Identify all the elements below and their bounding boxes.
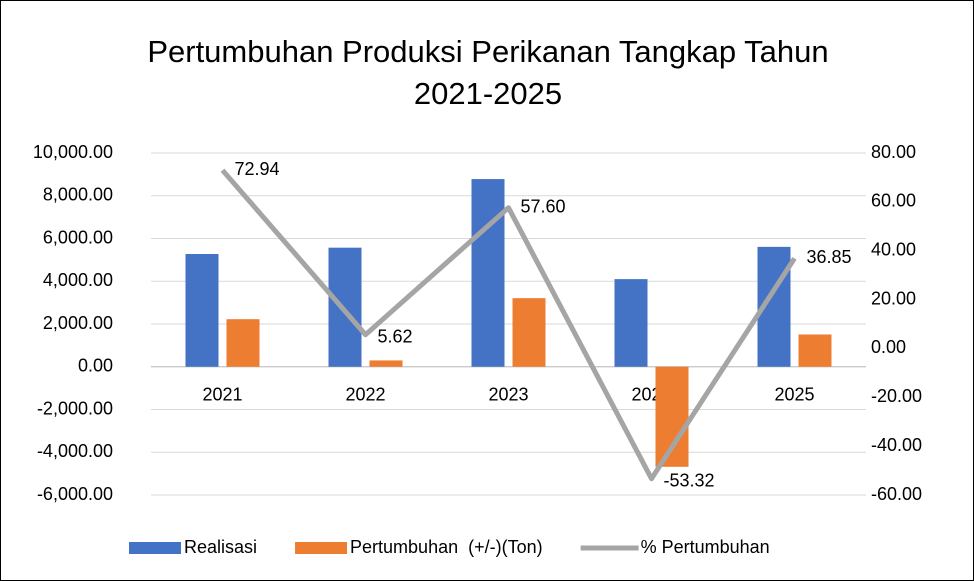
bar — [471, 179, 505, 367]
y2-tick-label: 60.00 — [871, 191, 916, 211]
y-tick-label: -6,000.00 — [37, 484, 113, 504]
data-label: 5.62 — [378, 326, 413, 346]
legend-label: % Pertumbuhan — [641, 537, 770, 557]
bar — [798, 334, 832, 367]
bar — [369, 360, 403, 367]
y-tick-label: 0.00 — [78, 356, 113, 376]
y-tick-label: -2,000.00 — [37, 398, 113, 418]
line — [220, 168, 797, 482]
y2-tick-label: 20.00 — [871, 288, 916, 308]
bar — [185, 253, 219, 367]
y-tick-label: 10,000.00 — [33, 142, 113, 162]
y2-tick-label: 80.00 — [871, 142, 916, 162]
bar — [655, 366, 689, 467]
y2-tick-label: -40.00 — [871, 435, 922, 455]
legend-label: Realisasi — [184, 537, 257, 557]
y2-tick-label: -20.00 — [871, 386, 922, 406]
legend-label: Pertumbuhan (+/-)(Ton) — [350, 537, 543, 557]
data-label: 36.85 — [807, 247, 852, 267]
chart-title: Pertumbuhan Produksi Perikanan Tangkap T… — [147, 34, 829, 111]
x-tick-label: 2022 — [345, 385, 385, 405]
y-tick-label: 8,000.00 — [43, 185, 113, 205]
data-label: -53.32 — [664, 470, 715, 490]
data-label: 72.94 — [235, 159, 280, 179]
bar — [512, 298, 546, 367]
x-tick-label: 2021 — [202, 385, 242, 405]
x-tick-label: 2025 — [774, 385, 814, 405]
x-tick-label: 2023 — [488, 385, 528, 405]
data-label: 57.60 — [521, 196, 566, 216]
legend-swatch — [129, 542, 181, 554]
y-tick-label: -4,000.00 — [37, 441, 113, 461]
y-tick-label: 6,000.00 — [43, 227, 113, 247]
bar — [614, 279, 648, 367]
y2-tick-label: -60.00 — [871, 484, 922, 504]
bar — [328, 247, 362, 367]
legend-swatch — [295, 542, 348, 554]
y2-tick-label: 40.00 — [871, 239, 916, 259]
bar — [226, 319, 260, 367]
y-tick-label: 4,000.00 — [43, 270, 113, 290]
y2-tick-label: 0.00 — [871, 337, 906, 357]
y-tick-label: 2,000.00 — [43, 313, 113, 333]
